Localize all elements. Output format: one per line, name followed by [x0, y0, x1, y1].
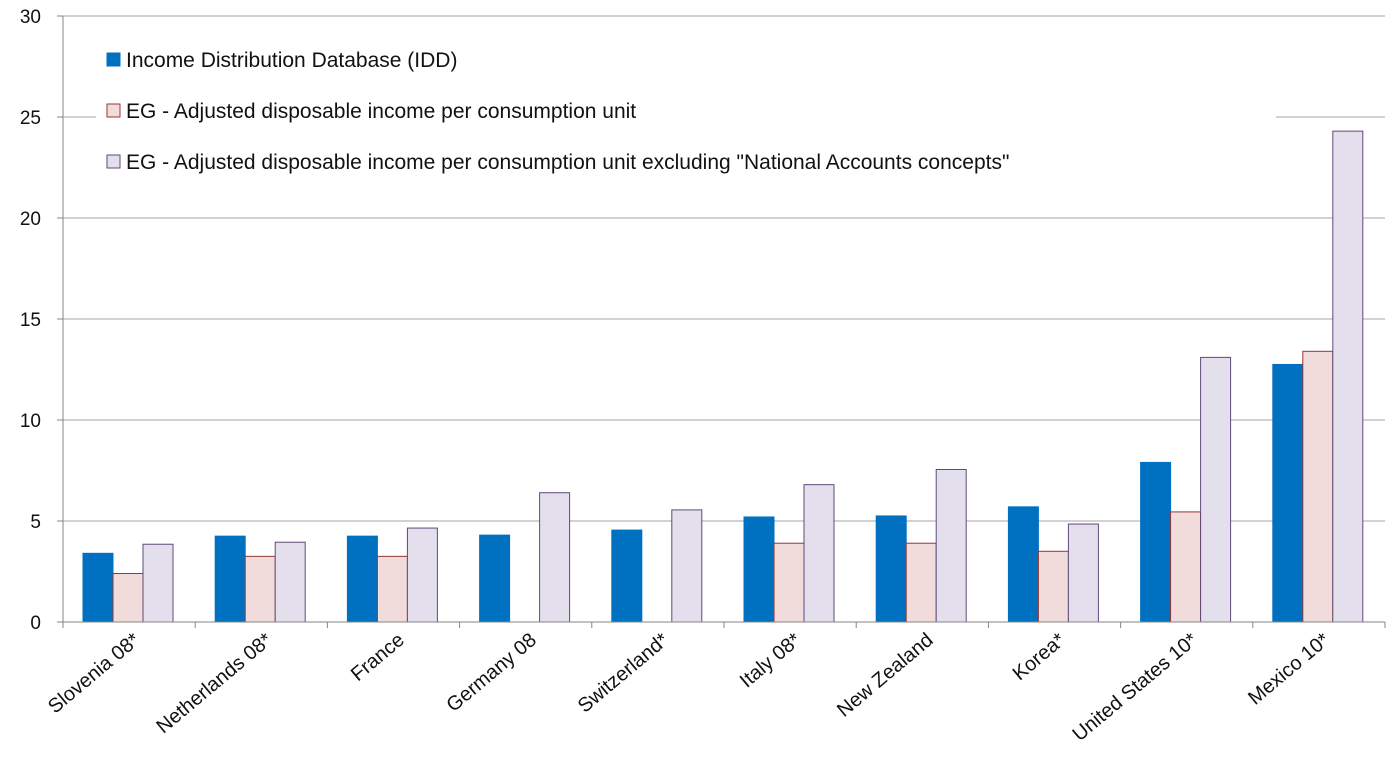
x-category-label: United States 10* — [1069, 629, 1203, 746]
bar-series3-3 — [539, 492, 571, 623]
bar-series1-6 — [875, 515, 907, 623]
bar-series1-4 — [611, 529, 643, 623]
x-category-label: New Zealand — [833, 629, 937, 722]
bar-series3-1 — [274, 541, 306, 623]
bar-series3-9 — [1332, 130, 1364, 623]
bar-series2-2 — [376, 555, 408, 623]
bar-series1-8 — [1140, 461, 1172, 623]
x-category-label: Netherlands 08* — [152, 629, 276, 738]
bar-series3-7 — [1067, 523, 1099, 623]
bar-series1-2 — [346, 535, 378, 623]
x-category-label: Germany 08 — [442, 629, 540, 717]
legend-swatch-2 — [106, 103, 121, 118]
bar-series2-1 — [244, 555, 276, 623]
legend-background — [96, 38, 1276, 208]
bar-series3-8 — [1200, 356, 1232, 623]
bar-series2-0 — [112, 573, 144, 623]
legend: Income Distribution Database (IDD) EG - A… — [96, 38, 1276, 208]
bar-series3-2 — [406, 527, 438, 623]
y-tick-label: 5 — [30, 512, 41, 533]
bar-series1-7 — [1007, 506, 1039, 623]
bar-series3-5 — [803, 484, 835, 623]
bar-series1-1 — [214, 535, 246, 623]
bar-series2-7 — [1037, 550, 1069, 623]
y-tick-label: 30 — [20, 7, 41, 28]
bar-series3-6 — [935, 468, 967, 623]
legend-label-1: Income Distribution Database (IDD) — [126, 49, 457, 72]
y-tick-label: 15 — [20, 310, 41, 331]
legend-label-3: EG - Adjusted disposable income per cons… — [126, 151, 1009, 174]
y-tick-label: 0 — [30, 613, 41, 634]
y-tick-label: 20 — [20, 209, 41, 230]
x-category-label: France — [347, 629, 409, 686]
x-category-label: Mexico 10* — [1244, 629, 1334, 710]
x-category-label: Italy 08* — [736, 629, 806, 692]
x-category-label: Slovenia 08* — [44, 629, 144, 718]
bar-series1-3 — [479, 534, 511, 623]
y-tick-label: 25 — [20, 108, 41, 129]
bar-series2-8 — [1170, 511, 1202, 623]
bar-series3-0 — [142, 543, 174, 623]
bars — [82, 130, 1364, 623]
x-category-label: Switzerland* — [574, 629, 673, 717]
bar-series1-0 — [82, 552, 114, 623]
legend-swatch-3 — [106, 154, 121, 169]
x-category-label: Korea* — [1009, 629, 1070, 685]
y-tick-label: 10 — [20, 411, 41, 432]
bar-series2-6 — [905, 542, 937, 623]
bar-series1-9 — [1272, 363, 1304, 623]
bar-series2-5 — [773, 542, 805, 623]
legend-swatch-1 — [106, 52, 121, 67]
legend-label-2: EG - Adjusted disposable income per cons… — [126, 100, 636, 123]
bar-series1-5 — [743, 516, 775, 623]
bar-series3-4 — [671, 509, 703, 623]
bar-series2-9 — [1302, 350, 1334, 623]
